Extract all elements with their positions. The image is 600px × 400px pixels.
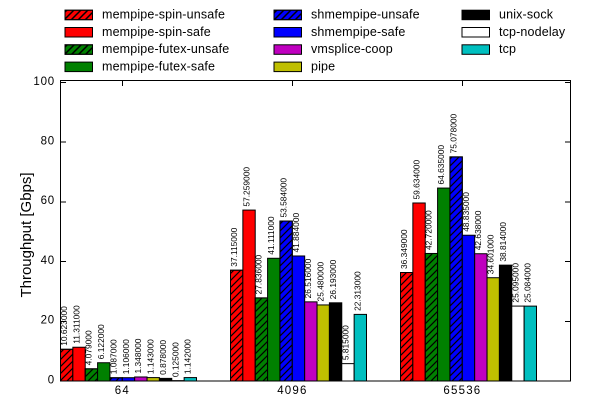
svg-text:4096: 4096 — [277, 385, 307, 397]
svg-text:mempipe-futex-safe: mempipe-futex-safe — [102, 60, 215, 74]
svg-text:40: 40 — [41, 255, 55, 267]
svg-text:1.143000: 1.143000 — [146, 339, 156, 374]
svg-text:tcp-nodelay: tcp-nodelay — [499, 25, 566, 39]
svg-text:shmempipe-unsafe: shmempipe-unsafe — [311, 8, 420, 22]
svg-text:unix-sock: unix-sock — [499, 8, 554, 22]
svg-text:1.348000: 1.348000 — [133, 338, 143, 373]
svg-text:25.084000: 25.084000 — [523, 263, 533, 303]
svg-text:tcp: tcp — [499, 42, 516, 56]
svg-text:11.311000: 11.311000 — [71, 305, 81, 344]
svg-text:25.095000: 25.095000 — [510, 263, 520, 303]
svg-text:vmsplice-coop: vmsplice-coop — [311, 42, 393, 56]
svg-text:41.111000: 41.111000 — [266, 216, 276, 255]
svg-text:38.814000: 38.814000 — [498, 222, 508, 262]
svg-text:60: 60 — [41, 195, 55, 207]
svg-text:6.122000: 6.122000 — [96, 324, 106, 359]
svg-text:42.638000: 42.638000 — [473, 210, 483, 250]
svg-text:10.623000: 10.623000 — [59, 306, 69, 346]
svg-text:64: 64 — [115, 385, 130, 397]
svg-text:27.836000: 27.836000 — [254, 254, 264, 294]
svg-text:4.079000: 4.079000 — [84, 330, 94, 365]
svg-text:0: 0 — [48, 374, 55, 386]
svg-text:26.193000: 26.193000 — [328, 259, 338, 299]
svg-text:57.259000: 57.259000 — [241, 167, 251, 207]
svg-text:5.815000: 5.815000 — [340, 325, 350, 360]
svg-text:1.106000: 1.106000 — [121, 339, 131, 374]
svg-text:48.835000: 48.835000 — [461, 192, 471, 232]
svg-text:34.601000: 34.601000 — [486, 234, 496, 274]
svg-text:mempipe-futex-unsafe: mempipe-futex-unsafe — [102, 42, 229, 56]
svg-text:Throughput [Gbps]: Throughput [Gbps] — [18, 172, 35, 297]
svg-text:25.480000: 25.480000 — [316, 262, 326, 302]
svg-text:80: 80 — [41, 136, 55, 148]
svg-text:42.720000: 42.720000 — [424, 210, 434, 250]
svg-text:pipe: pipe — [311, 60, 335, 74]
svg-text:100: 100 — [33, 76, 55, 88]
svg-text:36.349000: 36.349000 — [399, 229, 409, 269]
svg-text:mempipe-spin-safe: mempipe-spin-safe — [102, 25, 211, 39]
svg-text:1.142000: 1.142000 — [183, 339, 193, 374]
svg-text:41.884000: 41.884000 — [291, 213, 301, 253]
svg-text:37.115000: 37.115000 — [229, 227, 239, 266]
svg-text:53.584000: 53.584000 — [278, 178, 288, 218]
svg-text:64.635000: 64.635000 — [436, 145, 446, 185]
svg-text:22.313000: 22.313000 — [353, 271, 363, 311]
svg-text:75.078000: 75.078000 — [448, 113, 458, 153]
svg-text:shmempipe-safe: shmempipe-safe — [311, 25, 406, 39]
svg-text:59.634000: 59.634000 — [411, 160, 421, 200]
svg-text:26.516000: 26.516000 — [303, 258, 313, 298]
svg-text:20: 20 — [41, 315, 55, 327]
svg-text:0.125000: 0.125000 — [170, 342, 180, 377]
svg-text:65536: 65536 — [443, 385, 481, 397]
svg-text:mempipe-spin-unsafe: mempipe-spin-unsafe — [102, 8, 225, 22]
svg-text:0.878000: 0.878000 — [158, 340, 168, 375]
svg-text:1.087000: 1.087000 — [108, 339, 118, 374]
